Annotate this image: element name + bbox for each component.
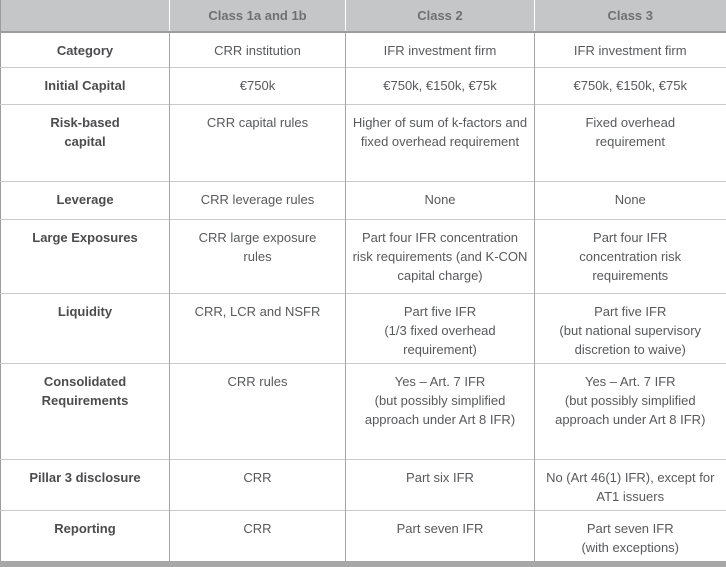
table-row-leverage: Leverage CRR leverage rules None None	[1, 181, 726, 219]
table-cell: Part five IFR (but national supervisory …	[535, 293, 726, 363]
table-cell: Yes – Art. 7 IFR (but possibly simplifie…	[535, 363, 726, 459]
table-cell: Part six IFR	[346, 459, 535, 510]
table-cell: None	[346, 181, 535, 219]
table-row-reporting: Reporting CRR Part seven IFR Part seven …	[1, 510, 726, 564]
table-row-liquidity: Liquidity CRR, LCR and NSFR Part five IF…	[1, 293, 726, 363]
table-cell: Part seven IFR (with exceptions)	[535, 510, 726, 564]
table-cell: Fixed overhead requirement	[535, 104, 726, 181]
table-cell: CRR capital rules	[170, 104, 346, 181]
table-row-pillar-3-disclosure: Pillar 3 disclosure CRR Part six IFR No …	[1, 459, 726, 510]
table-cell: CRR leverage rules	[170, 181, 346, 219]
row-label: Leverage	[1, 181, 170, 219]
table-cell: CRR	[170, 459, 346, 510]
table-cell: None	[535, 181, 726, 219]
table-cell: No (Art 46(1) IFR), except for AT1 issue…	[535, 459, 726, 510]
table-cell: Yes – Art. 7 IFR (but possibly simplifie…	[346, 363, 535, 459]
row-label: Category	[1, 32, 170, 67]
table-cell: Part four IFR concentration risk require…	[346, 219, 535, 293]
column-header-blank	[1, 0, 170, 32]
table-cell: €750k	[170, 67, 346, 104]
column-header-class-3: Class 3	[535, 0, 726, 32]
row-label: Initial Capital	[1, 67, 170, 104]
table-cell: €750k, €150k, €75k	[346, 67, 535, 104]
table-cell: Part five IFR (1/3 fixed overhead requir…	[346, 293, 535, 363]
column-header-class-2: Class 2	[346, 0, 535, 32]
row-label: Pillar 3 disclosure	[1, 459, 170, 510]
table-cell: IFR investment firm	[535, 32, 726, 67]
table-cell: CRR institution	[170, 32, 346, 67]
table-row-initial-capital: Initial Capital €750k €750k, €150k, €75k…	[1, 67, 726, 104]
row-label: Large Exposures	[1, 219, 170, 293]
table-row-consolidated-requirements: Consolidated Requirements CRR rules Yes …	[1, 363, 726, 459]
header-row: Class 1a and 1b Class 2 Class 3	[1, 0, 726, 32]
row-label: Risk-based capital	[1, 104, 170, 181]
table-cell: Higher of sum of k-factors and fixed ove…	[346, 104, 535, 181]
column-header-class-1a-1b: Class 1a and 1b	[170, 0, 346, 32]
table-cell: Part seven IFR	[346, 510, 535, 564]
table-row-risk-based-capital: Risk-based capital CRR capital rules Hig…	[1, 104, 726, 181]
table-cell: CRR, LCR and NSFR	[170, 293, 346, 363]
row-label: Liquidity	[1, 293, 170, 363]
table-cell: CRR rules	[170, 363, 346, 459]
table-cell: €750k, €150k, €75k	[535, 67, 726, 104]
table-cell: IFR investment firm	[346, 32, 535, 67]
row-label: Consolidated Requirements	[1, 363, 170, 459]
table-row-category: Category CRR institution IFR investment …	[1, 32, 726, 67]
table-cell: CRR large exposure rules	[170, 219, 346, 293]
table-row-large-exposures: Large Exposures CRR large exposure rules…	[1, 219, 726, 293]
table-cell: Part four IFR concentration risk require…	[535, 219, 726, 293]
table-cell: CRR	[170, 510, 346, 564]
row-label: Reporting	[1, 510, 170, 564]
